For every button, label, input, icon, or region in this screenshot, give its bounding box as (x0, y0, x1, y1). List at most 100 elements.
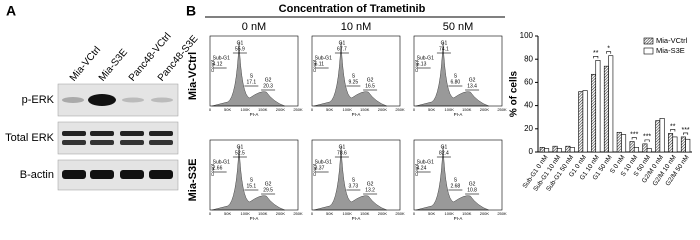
significance-label: *** (630, 131, 638, 138)
x-tick-label: 100K (445, 211, 455, 216)
gate-value: 4.24 (417, 165, 427, 171)
panel-letter: B (186, 3, 196, 19)
gate-value: 3.37 (315, 165, 325, 171)
y-axis-label: Count (414, 163, 419, 176)
gate-name: G1 (441, 40, 448, 46)
gate-value: 6.80 (450, 79, 460, 85)
bar (591, 73, 597, 153)
gate-value: 82.4 (439, 150, 449, 156)
bar (685, 138, 691, 153)
significance-label: ** (593, 50, 599, 57)
bar (582, 90, 588, 153)
x-tick-label: 50K (224, 211, 231, 216)
gate-name: S (250, 73, 254, 79)
significance-bracket (644, 139, 650, 142)
x-tick-label: 200K (480, 211, 490, 216)
y-tick-label: 100 (520, 31, 534, 40)
x-tick-label: 150K (258, 211, 268, 216)
x-tick-label: 0 (413, 211, 416, 216)
x-tick-label: 100K (343, 211, 353, 216)
plot-frame (311, 139, 401, 211)
x-tick-label: 0 (311, 211, 314, 216)
gate-name: Sub-G1 (315, 55, 332, 61)
x-tick-label: 200K (480, 107, 490, 112)
legend-label: Mia-S3E (656, 46, 685, 55)
bar (646, 148, 652, 153)
y-axis-label: Count (210, 59, 215, 72)
significance-bracket (631, 137, 637, 140)
bar (608, 55, 614, 153)
bar (556, 148, 562, 153)
gate-name: S (352, 177, 356, 183)
bar (655, 120, 661, 153)
x-axis-label: PI-A (250, 216, 259, 221)
blot-row-label: p-ERK (22, 94, 55, 106)
x-axis-label: PI-A (352, 112, 361, 117)
y-tick-label: 20 (524, 124, 533, 133)
gate-name: S (352, 73, 356, 79)
y-tick-label: 60 (524, 78, 533, 87)
y-axis-label: Count (312, 163, 317, 176)
y-tick-label: 0 (529, 147, 534, 156)
blot-row-label: Total ERK (5, 132, 55, 144)
plot-frame (209, 139, 299, 211)
significance-bracket (683, 132, 689, 135)
gate-value: 17.1 (246, 79, 256, 85)
gate-name: G2 (265, 181, 272, 187)
x-tick-label: 50K (428, 107, 435, 112)
plot-frame (413, 35, 503, 107)
gate-value: 55.9 (235, 46, 245, 52)
blot (57, 83, 179, 191)
gate-value: 16.5 (365, 83, 375, 89)
legend-swatch (643, 47, 654, 55)
bar (629, 141, 635, 153)
bar (672, 136, 678, 153)
gate-name: Sub-G1 (213, 55, 230, 61)
gate-value: 2.66 (213, 165, 223, 171)
panel-title: Concentration of Trametinib (279, 3, 426, 15)
significance-bracket (670, 129, 676, 132)
gate-value: 10.8 (467, 187, 477, 193)
gate-value: 74.1 (439, 46, 449, 52)
gate-value: 3.73 (348, 183, 358, 189)
bar (544, 148, 550, 153)
gate-name: G1 (237, 144, 244, 150)
column-header: 10 nM (341, 21, 372, 33)
gate-value: 13.4 (467, 83, 477, 89)
x-axis-label: PI-A (352, 216, 361, 221)
bar (642, 143, 648, 153)
x-tick-label: 200K (276, 211, 286, 216)
bar (616, 131, 622, 153)
row-label: Mia-S3E (187, 159, 199, 202)
column-header: 50 nM (443, 21, 474, 33)
plot-frame (413, 139, 503, 211)
x-tick-label: 150K (360, 211, 370, 216)
bar (578, 91, 584, 153)
gate-value: 5.13 (417, 61, 427, 67)
histogram (211, 145, 285, 211)
x-tick-label: 0 (413, 107, 416, 112)
bar (668, 133, 674, 153)
gate-name: G1 (339, 144, 346, 150)
gate-name: Sub-G1 (417, 159, 434, 165)
x-tick-label: 0 (209, 211, 212, 216)
bar (595, 60, 601, 153)
x-tick-label: 100K (241, 211, 251, 216)
gate-name: G1 (237, 40, 244, 46)
x-axis-label: PI-A (454, 216, 463, 221)
bar (680, 136, 686, 153)
y-axis-label: Count (414, 59, 419, 72)
histogram (415, 145, 489, 211)
histogram (313, 145, 387, 211)
x-axis-label: PI-A (250, 112, 259, 117)
gate-name: G2 (265, 77, 272, 83)
blot-row-label: B-actin (20, 169, 54, 181)
significance-label: *** (643, 134, 651, 141)
bar (621, 134, 627, 153)
gate-value: 20.3 (263, 83, 273, 89)
x-tick-label: 200K (378, 211, 388, 216)
x-tick-label: 0 (311, 107, 314, 112)
x-tick-label: 250K (293, 211, 303, 216)
x-tick-label: 250K (497, 107, 507, 112)
